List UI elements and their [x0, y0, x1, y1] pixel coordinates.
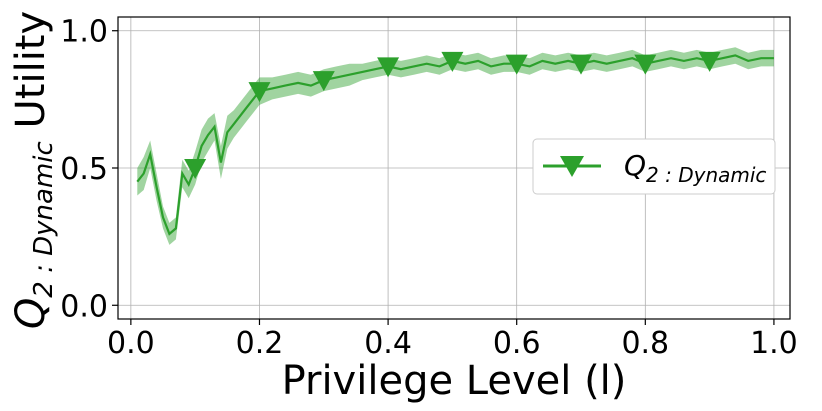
data-point-marker: [634, 54, 657, 75]
y-axis-label: Q2 : Dynamic Utility: [8, 11, 59, 329]
plot-series: [136, 47, 774, 245]
data-point-marker: [248, 82, 271, 103]
legend-marker-triangle-down: [560, 156, 584, 177]
x-tick-label: 0.6: [493, 326, 541, 361]
x-tick-label: 1.0: [750, 326, 798, 361]
data-point-marker: [698, 51, 721, 72]
x-axis: 0.0 0.2 0.4 0.6 0.8 1.0: [107, 319, 798, 361]
y-tick-label: 0.0: [60, 289, 108, 324]
y-tick-label: 1.0: [60, 15, 108, 50]
data-point-marker: [441, 51, 464, 72]
legend: Q2 : Dynamic: [532, 138, 776, 195]
x-tick-label: 0.4: [364, 326, 412, 361]
data-point-marker: [377, 57, 400, 78]
y-tick-label: 0.5: [60, 152, 108, 187]
legend-label: Q2 : Dynamic: [624, 149, 766, 187]
x-tick-label: 0.8: [621, 326, 669, 361]
x-axis-label: Privilege Level (l): [282, 358, 627, 404]
data-point-marker: [505, 54, 528, 75]
x-tick-label: 0.2: [236, 326, 284, 361]
x-tick-label: 0.0: [107, 326, 155, 361]
y-axis: 0.0 0.5 1.0: [60, 15, 118, 324]
data-point-marker: [570, 54, 593, 75]
data-point-marker: [184, 159, 207, 179]
data-point-marker: [312, 71, 335, 92]
legend-box: [532, 138, 776, 195]
